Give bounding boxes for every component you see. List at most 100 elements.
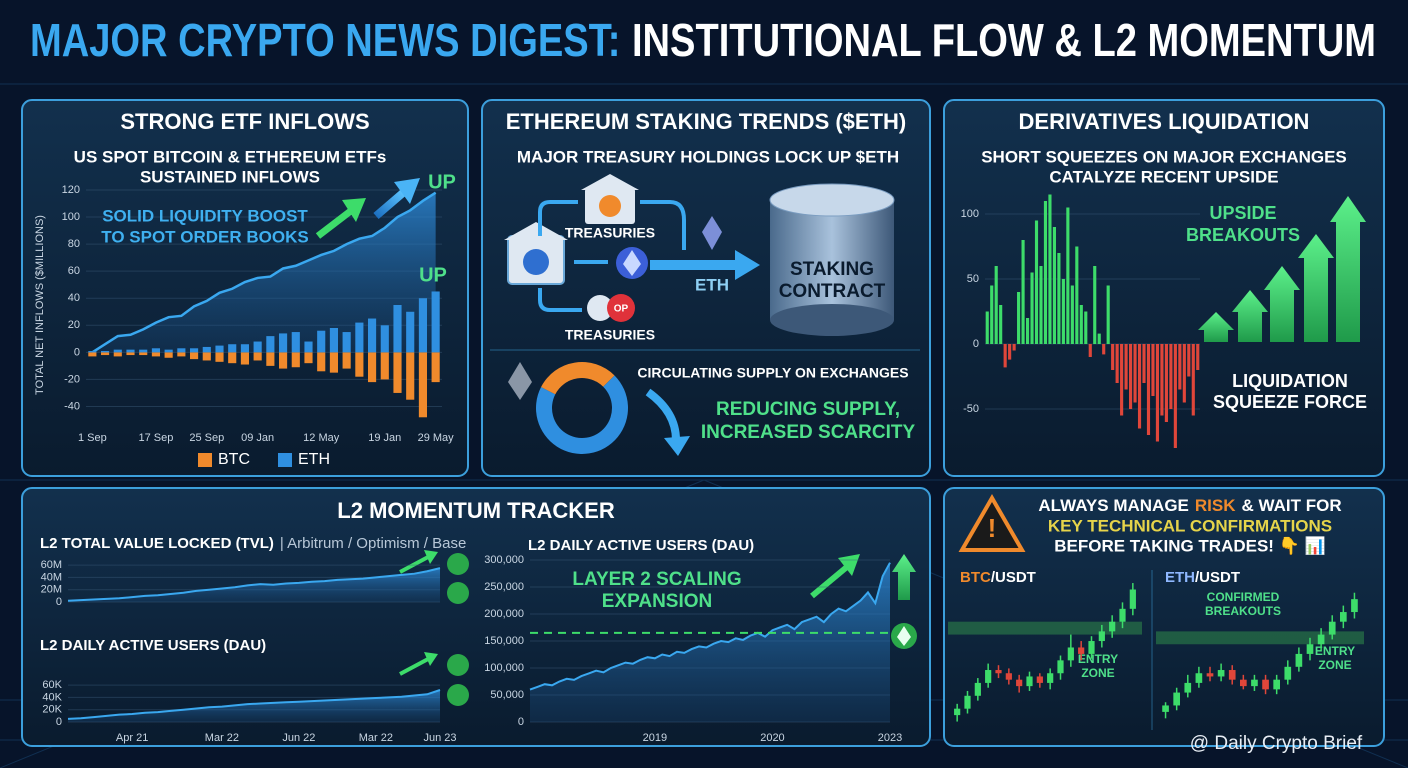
bar — [279, 333, 288, 353]
bar — [418, 352, 427, 418]
donut-segment — [541, 361, 615, 395]
bar — [431, 291, 440, 353]
total-line — [91, 191, 437, 354]
dau-big-title: L2 DAILY ACTIVE USERS (DAU) — [528, 537, 754, 554]
treasuries-label: TREASURIES — [565, 225, 655, 241]
donut-title: CIRCULATING SUPPLY ON EXCHANGES — [637, 365, 908, 381]
candle-body — [1328, 621, 1336, 635]
bar — [317, 352, 326, 372]
candle-body — [1057, 660, 1064, 674]
candle-body — [1251, 679, 1258, 687]
y-tick-label: 80 — [68, 238, 80, 250]
pair-label: BTC/USDT — [960, 569, 1036, 586]
panel-heading: L2 MOMENTUM TRACKER — [337, 498, 615, 523]
bar — [1097, 333, 1101, 344]
panel-subtitle: SUSTAINED INFLOWS — [140, 167, 320, 186]
bar — [215, 352, 224, 362]
pair-base: ETH — [1165, 569, 1195, 586]
bar — [994, 266, 998, 344]
risk-text: ALWAYS MANAGE — [1038, 496, 1189, 515]
legend-swatch — [278, 453, 292, 467]
upside-label: BREAKOUTS — [1186, 225, 1300, 245]
entry-label: ENTRY — [1078, 652, 1118, 666]
page-title: MAJOR CRYPTO NEWS DIGEST:INSTITUTIONAL F… — [30, 14, 1376, 66]
x-tick-label: 12 May — [303, 432, 340, 444]
risk-highlight: RISK — [1195, 496, 1236, 515]
dau-title: L2 DAILY ACTIVE USERS (DAU) — [40, 637, 266, 654]
candle-body — [1078, 647, 1085, 654]
candle-body — [974, 682, 981, 696]
legend-label: BTC — [218, 451, 250, 468]
bar — [393, 352, 402, 393]
bar — [190, 352, 199, 360]
y-tick-label: 150,000 — [484, 635, 524, 647]
panel-heading: DERIVATIVES LIQUIDATION — [1019, 109, 1310, 134]
bar — [1061, 279, 1065, 344]
line — [67, 567, 441, 602]
bar — [1075, 246, 1079, 344]
panel-subtitle: CATALYZE RECENT UPSIDE — [1049, 167, 1278, 186]
x-tick-label: 19 Jan — [368, 432, 401, 444]
y-tick-label: -40 — [64, 400, 80, 412]
candle-body — [1088, 641, 1095, 654]
candle-body — [1206, 673, 1214, 677]
candle-body — [1016, 679, 1023, 687]
confirmed-label: CONFIRMED — [1207, 590, 1280, 604]
warning-icon — [958, 493, 1026, 552]
y-tick-label: 20M — [41, 584, 62, 596]
panel-heading: STRONG ETF INFLOWS — [120, 109, 369, 134]
bar — [380, 352, 389, 380]
bar — [1137, 344, 1142, 429]
bar — [304, 341, 313, 353]
bar — [151, 352, 160, 357]
supply-note: INCREASED SCARCITY — [701, 422, 916, 443]
bar — [291, 332, 300, 353]
y-tick-label: 0 — [74, 346, 80, 358]
op-icon-label: OP — [614, 304, 629, 315]
candle-body — [1284, 666, 1292, 680]
y-tick-label: 250,000 — [484, 581, 524, 593]
bar — [253, 341, 262, 353]
bar — [355, 322, 364, 353]
bar — [151, 348, 160, 353]
y-tick-label: 60M — [41, 559, 62, 571]
x-tick-label: 2019 — [643, 732, 667, 744]
bar — [1178, 344, 1182, 390]
bar — [126, 349, 135, 353]
x-tick-label: Mar 22 — [205, 732, 239, 744]
pair-quote: /USDT — [991, 569, 1036, 586]
staking-diagram — [490, 174, 920, 456]
entry-label: ENTRY — [1315, 644, 1355, 658]
bar — [406, 311, 415, 353]
x-tick-label: 2020 — [760, 732, 784, 744]
bar — [202, 352, 211, 361]
bar — [329, 352, 338, 373]
bar — [342, 352, 351, 369]
bar — [1093, 266, 1097, 344]
flow-label: ETH — [695, 275, 729, 294]
candle-body — [1351, 599, 1358, 613]
pair-base: BTC — [960, 569, 991, 586]
bar — [1102, 344, 1106, 355]
bar — [126, 352, 135, 356]
bar — [253, 352, 262, 361]
candle-body — [964, 695, 971, 709]
entry-zone — [1156, 631, 1364, 645]
bar — [1120, 344, 1124, 416]
bar — [1173, 344, 1177, 448]
candle-body — [1026, 676, 1033, 687]
candle-body — [1240, 679, 1247, 687]
line-area — [530, 562, 890, 722]
bar — [1182, 344, 1186, 403]
bar — [279, 352, 288, 369]
y-tick-label: 40K — [42, 691, 62, 703]
bar — [240, 352, 249, 365]
risk-line: KEY TECHNICAL CONFIRMATIONS — [1048, 516, 1332, 535]
line-area — [68, 690, 440, 722]
title-rest: INSTITUTIONAL FLOW & L2 MOMENTUM — [632, 14, 1376, 66]
bar — [368, 352, 377, 383]
bar — [164, 349, 173, 353]
bar — [342, 332, 351, 353]
bar — [1039, 266, 1043, 344]
bar — [1012, 344, 1016, 351]
